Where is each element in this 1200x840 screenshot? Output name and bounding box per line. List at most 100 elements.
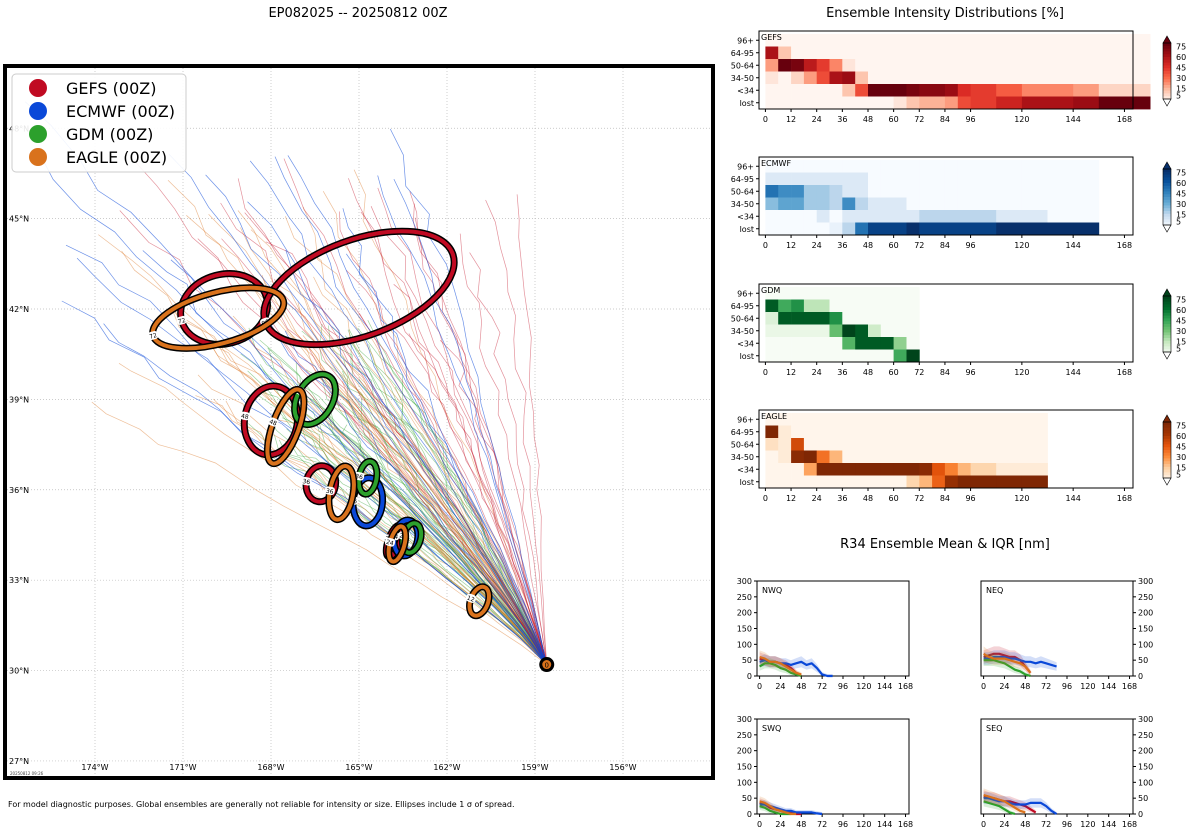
colorbar-band	[1163, 324, 1171, 328]
colorbar-tick-label: 5	[1176, 471, 1181, 480]
heatmap-cell	[957, 413, 971, 426]
track-gefs	[221, 238, 548, 665]
heatmap-cell	[868, 425, 882, 439]
heatmap-cell	[893, 84, 907, 97]
ellipse-gefs-36: 36	[301, 462, 340, 506]
track-gdm	[248, 327, 547, 665]
heatmap-cell	[957, 84, 971, 97]
heatmap-cell	[829, 160, 843, 173]
track-gefs	[459, 233, 548, 665]
x-tick-label: 72	[817, 820, 827, 829]
y-tick-label: 100	[1138, 640, 1153, 649]
heatmap-cell	[996, 413, 1023, 426]
heatmap-cell	[880, 185, 894, 198]
heatmap-cell	[778, 349, 792, 363]
track-gdm	[394, 386, 548, 665]
heatmap-cell	[1124, 71, 1151, 85]
heatmap-cell	[765, 425, 779, 439]
x-tick-label: 24	[775, 820, 785, 829]
colorbar-tick-label: 60	[1176, 53, 1186, 62]
colorbar-extend-top	[1162, 288, 1172, 297]
colorbar-band	[1163, 185, 1171, 190]
colorbar-band	[1163, 169, 1171, 173]
x-tick-label: 72	[914, 494, 924, 503]
heatmap-cell	[765, 185, 779, 198]
heatmap-cell	[970, 185, 997, 198]
heatmap-cell	[829, 172, 843, 186]
heatmap-cell	[868, 96, 882, 110]
heatmap-cell	[842, 59, 856, 72]
heatmap-frame	[758, 156, 1134, 236]
heatmap-cell	[816, 210, 830, 223]
colorbar-frame	[1162, 421, 1172, 479]
heatmap-cell	[996, 222, 1023, 236]
y-tick-label: 250	[1138, 731, 1153, 740]
heatmap-cell	[765, 349, 779, 363]
heatmap-cell	[868, 160, 882, 173]
y-tick-label: 200	[1138, 609, 1153, 618]
legend-label-ecmwf: ECMWF (00Z)	[66, 102, 175, 121]
heatmap-cell	[996, 475, 1023, 489]
track-eagle	[91, 401, 547, 665]
heatmap-cell	[855, 450, 869, 464]
heatmap-cell	[906, 46, 920, 60]
track-gefs	[409, 191, 548, 665]
heatmap-cell	[1073, 46, 1100, 60]
y-tick-label: 200	[737, 609, 752, 618]
x-tick-label: 0	[763, 494, 768, 503]
heatmap-cell	[842, 84, 856, 97]
heatmap-cell	[996, 438, 1023, 451]
row-label: 34-50	[731, 200, 754, 209]
r34-panel-label: NWQ	[762, 586, 782, 595]
heatmap-cell	[842, 222, 856, 236]
heatmap-cell	[893, 185, 907, 198]
heatmap-cell	[803, 312, 818, 325]
heatmap-cell	[829, 84, 843, 97]
heatmap-cell	[868, 349, 882, 363]
heatmap-cell	[855, 197, 869, 211]
heatmap-cell	[1073, 197, 1100, 211]
heatmap-cell	[932, 210, 946, 223]
x-tick-label: 72	[914, 241, 924, 250]
track-ecmwf	[269, 322, 547, 665]
track-gefs	[485, 199, 548, 665]
heatmap-cell	[791, 450, 805, 464]
heatmap-cell	[778, 222, 792, 236]
colorbar-band	[1163, 208, 1171, 212]
footer-note: For model diagnostic purposes. Global en…	[8, 800, 515, 809]
colorbar-tick-label: 5	[1176, 218, 1181, 227]
colorbar-band	[1163, 424, 1171, 429]
heatmap-cell	[944, 475, 959, 489]
heatmap-cell	[778, 287, 792, 300]
heatmap-cell	[893, 312, 907, 325]
heatmap-cell	[970, 475, 997, 489]
colorbar-tick-label: 45	[1176, 64, 1186, 73]
heatmap-cell	[855, 349, 869, 363]
heatmap-cell	[829, 71, 843, 85]
colorbar-band	[1163, 76, 1171, 80]
track-gefs	[220, 202, 548, 665]
heatmap-cell	[778, 337, 792, 350]
track-gefs	[348, 178, 548, 665]
x-tick-label: 96	[965, 241, 975, 250]
track-gdm	[328, 391, 547, 665]
mean-line-gefs	[983, 652, 1032, 674]
y-tick-label: 300	[1138, 715, 1153, 724]
colorbar-tick-label: 15	[1176, 85, 1186, 94]
r34-swq: SWQ 0 50 100 150 200 250 300 0 24 48 72 96 120 144 168	[737, 715, 913, 829]
y-tick-label: 100	[737, 778, 752, 787]
heatmap-cell	[855, 172, 869, 186]
heatmap-cell	[957, 438, 971, 451]
x-tick-label: 144	[1066, 241, 1081, 250]
heatmap-cell	[868, 210, 882, 223]
map-title: EP082025 -- 20250812 00Z	[268, 6, 447, 21]
heatmap-cell	[893, 34, 907, 47]
row-label: lost	[740, 99, 754, 108]
heatmap-cell	[778, 312, 792, 325]
heatmap-cell	[816, 160, 830, 173]
x-tick-label: 72	[817, 682, 827, 691]
colorbar-band	[1163, 73, 1171, 78]
ellipse-eagle-36: 36	[324, 462, 358, 524]
